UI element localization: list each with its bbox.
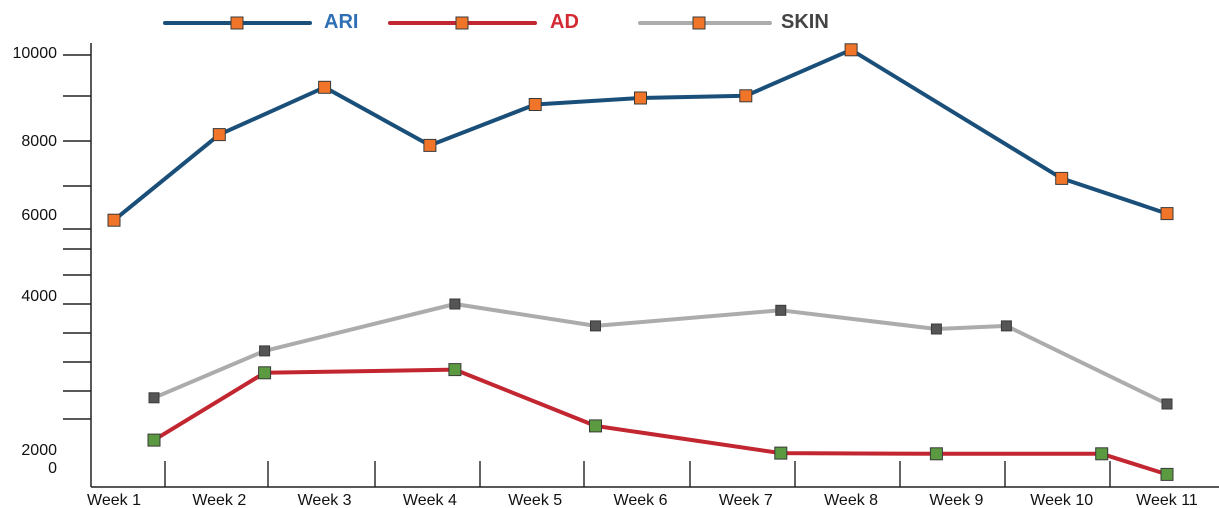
data-point-skin (449, 298, 461, 310)
data-point-ari (107, 213, 121, 227)
data-point-ari (844, 43, 858, 57)
legend-label-ad: AD (550, 11, 579, 33)
x-tick-label: Week 6 (614, 492, 668, 508)
data-point-ari (739, 89, 753, 103)
series (107, 43, 1174, 481)
legend-marker-skin (692, 16, 706, 30)
y-tick-label: 8000 (21, 133, 57, 150)
x-tick-label: Week 5 (508, 492, 562, 508)
x-tick-label: Week 10 (1030, 492, 1093, 508)
x-tick-label: Week 7 (719, 492, 773, 508)
data-point-ari (634, 91, 647, 105)
legend-label-skin: SKIN (781, 11, 829, 33)
legend-marker-ad (455, 16, 469, 30)
data-point-ari (423, 138, 437, 152)
x-tick-label: Week 2 (192, 492, 246, 508)
x-tick-label: Week 4 (403, 492, 457, 508)
x-tick-label: Week 3 (298, 492, 352, 508)
legend-marker-ari (230, 16, 244, 30)
series-line-skin (152, 302, 1169, 406)
series-line-ari (112, 47, 1169, 223)
y-tick-label: 2000 (21, 442, 57, 459)
x-tick-label: Week 9 (929, 492, 983, 508)
data-point-ad (258, 366, 272, 380)
x-tick-label: Week 1 (87, 492, 141, 508)
data-point-skin (590, 320, 601, 332)
data-point-skin (259, 345, 271, 357)
series-ari (107, 43, 1174, 227)
y-tick-label: 4000 (21, 288, 57, 305)
data-point-ad (147, 433, 161, 447)
data-point-skin (775, 304, 787, 316)
data-point-skin (148, 392, 160, 404)
data-point-ad (774, 446, 788, 460)
legend-item-skin: SKIN (638, 11, 829, 33)
y-tick-label: 0 (48, 460, 57, 477)
data-point-ari (1160, 207, 1174, 221)
legend-item-ad: AD (388, 11, 579, 33)
data-point-skin (1161, 398, 1173, 410)
data-point-ad (1095, 447, 1109, 461)
series-ad (147, 363, 1174, 481)
x-tick-label: Week 11 (1136, 492, 1198, 508)
data-point-skin (1000, 320, 1012, 332)
data-point-ari (318, 80, 332, 94)
legend-item-ari: ARI (163, 11, 358, 33)
y-tick-label: 6000 (21, 207, 57, 224)
data-point-ad (589, 419, 602, 433)
data-point-skin (930, 323, 942, 335)
x-tick-label: Week 8 (824, 492, 878, 508)
series-line-ad (152, 367, 1169, 477)
data-point-ad (448, 363, 462, 377)
legend-label-ari: ARI (324, 11, 358, 33)
x-axis-ticks: Week 1 Week 2 Week 3 Week 4 Week 5 Week 6 Week… (87, 461, 1198, 508)
data-point-ari (528, 98, 542, 111)
data-point-ad (929, 447, 943, 461)
data-point-ari (1055, 171, 1069, 185)
data-point-ad (1160, 467, 1174, 481)
y-tick-label: 10000 (13, 45, 58, 62)
legend: ARI AD SKIN (163, 11, 829, 33)
series-skin (148, 298, 1173, 410)
data-point-ari (212, 128, 226, 142)
